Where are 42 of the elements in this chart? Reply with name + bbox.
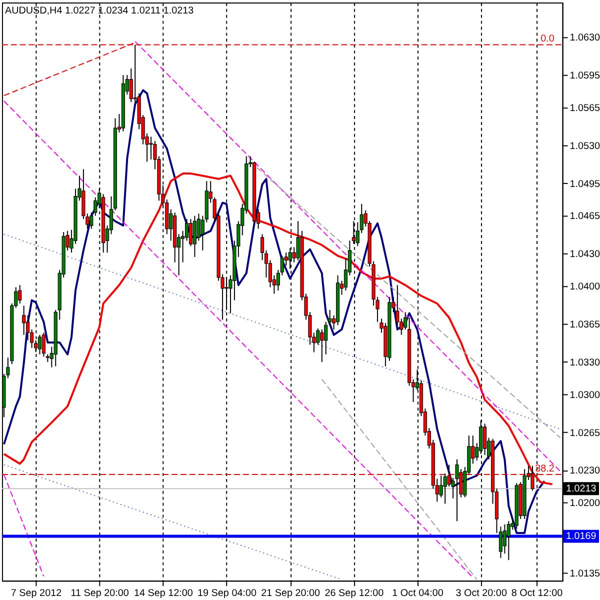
candlestick (260, 234, 264, 261)
candlestick (42, 332, 46, 358)
candlestick (188, 218, 193, 247)
candlestick (498, 526, 503, 558)
candlestick (22, 305, 26, 336)
y-tick-label: 1.0365 (570, 320, 600, 331)
candlestick (192, 215, 197, 258)
y-tick-label: 1.0595 (570, 70, 600, 82)
y-tick-label: 1.0300 (570, 390, 600, 401)
x-tick-label: 26 Sep 12:00 (324, 588, 384, 600)
y-tick-label: 1.0265 (570, 428, 600, 439)
x-tick-label: 21 Sep 20:00 (261, 588, 321, 600)
x-tick-label: 1 Oct 04:00 (392, 588, 444, 600)
chart-title: AUDUSD,H4 1.0227 1.0234 1.0211 1.0213 (4, 5, 194, 16)
x-tick-label: 3 Oct 20:00 (456, 588, 508, 600)
candlestick (320, 328, 324, 362)
candlestick (18, 284, 22, 304)
y-tick-label: 1.0400 (570, 282, 600, 293)
candlestick (396, 284, 400, 326)
annotation: 38.2 (535, 464, 555, 475)
y-tick-label: 1.0465 (570, 211, 600, 222)
y-tick-label: 1.0230 (570, 466, 600, 477)
candlestick (328, 309, 332, 326)
x-tick-label: 19 Sep 04:00 (198, 588, 257, 600)
y-tick-label: 1.0630 (570, 32, 600, 44)
candlestick (455, 458, 459, 522)
y-tick-label: 1.0565 (570, 102, 600, 114)
ref-line-label: 1.0169 (566, 531, 597, 542)
x-tick-label: 11 Sep 20:00 (70, 588, 130, 600)
x-tick-label: 7 Sep 2012 (10, 588, 62, 600)
candlestick (483, 423, 487, 456)
candlestick (506, 520, 510, 561)
y-tick-label: 1.0430 (570, 249, 600, 260)
y-tick-label: 1.0200 (570, 498, 600, 510)
y-tick-label: 1.0135 (570, 568, 600, 580)
y-tick-label: 1.0330 (570, 357, 600, 368)
ref-line-label: 1.0213 (566, 484, 597, 495)
y-tick-label: 1.0495 (570, 178, 600, 190)
annotation: 0.0 (540, 34, 555, 45)
x-tick-label: 14 Sep 12:00 (134, 588, 194, 600)
y-tick-label: 1.0530 (570, 140, 600, 152)
x-tick-label: 8 Oct 12:00 (511, 588, 564, 600)
